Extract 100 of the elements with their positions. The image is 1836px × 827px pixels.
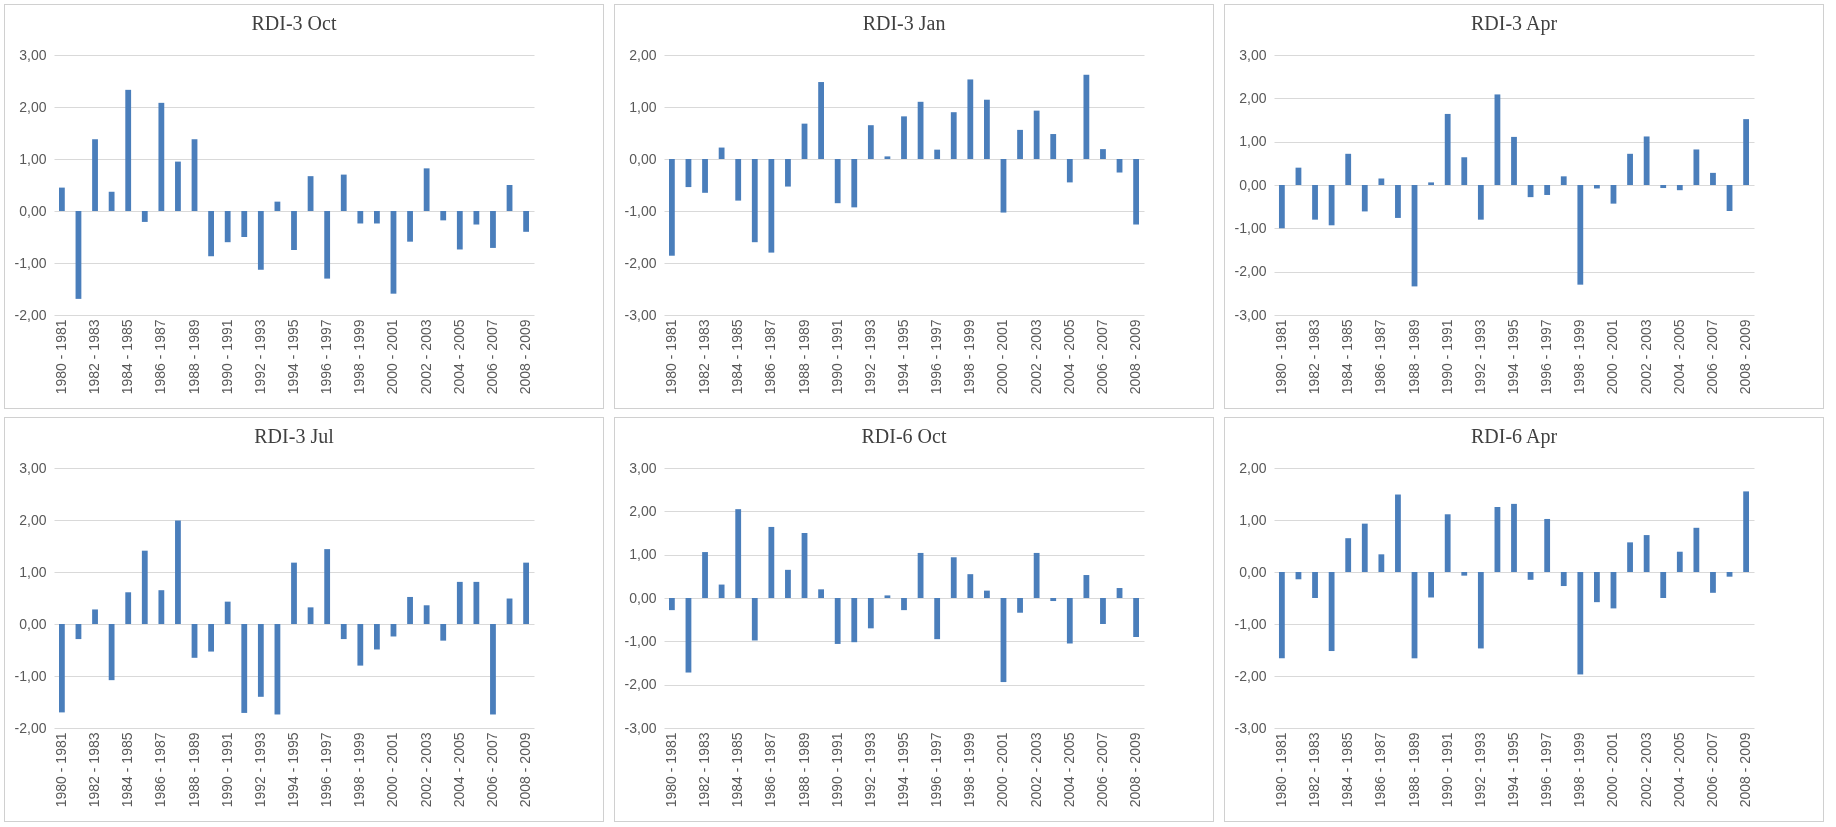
y-tick-label: -1,00 bbox=[1234, 219, 1267, 236]
x-tick-label: 1992 - 1993 bbox=[861, 732, 878, 808]
bar bbox=[851, 159, 858, 208]
x-tick-label: 1990 - 1991 bbox=[218, 732, 235, 808]
x-tick-label: 1986 - 1987 bbox=[152, 732, 169, 808]
bar bbox=[1594, 185, 1600, 189]
bar bbox=[984, 99, 990, 159]
x-tick-label: 1984 - 1985 bbox=[1339, 319, 1356, 395]
y-tick-label: -2,00 bbox=[14, 306, 47, 323]
x-tick-label: 2004 - 2005 bbox=[450, 732, 467, 808]
bar bbox=[1050, 134, 1057, 159]
bar bbox=[1083, 74, 1090, 159]
bar bbox=[141, 211, 148, 222]
bar bbox=[984, 590, 990, 598]
y-tick-label: 2,00 bbox=[629, 46, 657, 63]
y-tick-label: -3,00 bbox=[1234, 719, 1267, 736]
bar bbox=[1693, 149, 1700, 185]
bar bbox=[867, 125, 874, 159]
x-tick-label: 1996 - 1997 bbox=[928, 319, 945, 395]
bar bbox=[473, 581, 480, 624]
x-tick-label: 2006 - 2007 bbox=[1703, 319, 1720, 395]
y-tick-label: -2,00 bbox=[624, 254, 657, 271]
y-tick-label: 2,00 bbox=[19, 511, 47, 528]
bar bbox=[1660, 572, 1667, 598]
x-tick-label: 1990 - 1991 bbox=[1438, 319, 1455, 395]
x-tick-label: 1980 - 1981 bbox=[1272, 319, 1289, 395]
bar bbox=[1577, 572, 1584, 675]
x-tick-label: 1992 - 1993 bbox=[861, 319, 878, 395]
y-tick-label: -1,00 bbox=[624, 202, 657, 219]
bar bbox=[785, 569, 791, 598]
x-tick-label: 1984 - 1985 bbox=[119, 732, 136, 808]
bar bbox=[1378, 554, 1385, 572]
y-tick-label: 1,00 bbox=[629, 98, 657, 115]
bar bbox=[374, 211, 380, 224]
bar bbox=[751, 598, 758, 641]
bar bbox=[1643, 136, 1650, 185]
x-tick-label: 2000 - 2001 bbox=[1604, 732, 1621, 808]
bar bbox=[1676, 185, 1683, 191]
x-tick-label: 2002 - 2003 bbox=[417, 319, 434, 395]
bar bbox=[1395, 494, 1401, 572]
bar bbox=[735, 509, 742, 598]
y-tick-label: -2,00 bbox=[1234, 667, 1267, 684]
x-tick-label: 1980 - 1981 bbox=[52, 319, 69, 395]
x-tick-label: 2002 - 2003 bbox=[1027, 319, 1044, 395]
bar bbox=[967, 574, 974, 598]
bar bbox=[1461, 157, 1468, 185]
bar bbox=[1312, 185, 1318, 220]
x-tick-label: 1986 - 1987 bbox=[1372, 732, 1389, 808]
bar bbox=[934, 598, 941, 640]
bar bbox=[340, 624, 347, 640]
x-tick-label: 2000 - 2001 bbox=[994, 732, 1011, 808]
bar bbox=[1116, 159, 1123, 173]
y-tick-label: 2,00 bbox=[19, 98, 47, 115]
bar bbox=[423, 605, 430, 624]
chart-title: RDI-6 Oct bbox=[861, 425, 947, 447]
x-tick-label: 2008 - 2009 bbox=[1737, 732, 1754, 808]
bar bbox=[374, 624, 380, 650]
chart-title: RDI-6 Apr bbox=[1470, 425, 1558, 448]
bar bbox=[257, 211, 264, 270]
x-tick-label: 1986 - 1987 bbox=[762, 732, 779, 808]
x-tick-label: 1998 - 1999 bbox=[351, 319, 368, 395]
bar bbox=[1577, 185, 1584, 285]
chart-title: RDI-3 Oct bbox=[251, 12, 337, 34]
x-tick-label: 2008 - 2009 bbox=[1737, 319, 1754, 395]
bar bbox=[735, 159, 742, 201]
x-tick-label: 1998 - 1999 bbox=[961, 319, 978, 395]
bar bbox=[1560, 176, 1567, 185]
bar bbox=[1312, 572, 1318, 598]
bar bbox=[440, 624, 447, 641]
x-tick-label: 1996 - 1997 bbox=[1538, 732, 1555, 808]
x-tick-label: 2006 - 2007 bbox=[483, 319, 500, 395]
bar bbox=[751, 159, 758, 243]
bar bbox=[901, 116, 907, 159]
bar bbox=[141, 550, 148, 624]
bar bbox=[1710, 572, 1716, 593]
bar bbox=[867, 598, 874, 629]
bar bbox=[456, 211, 463, 250]
x-tick-label: 1992 - 1993 bbox=[1471, 732, 1488, 808]
x-tick-label: 1982 - 1983 bbox=[1306, 319, 1323, 395]
bar bbox=[473, 211, 480, 225]
x-tick-label: 1986 - 1987 bbox=[1372, 319, 1389, 395]
x-tick-label: 1988 - 1989 bbox=[185, 732, 202, 808]
y-tick-label: 1,00 bbox=[629, 546, 657, 563]
x-tick-label: 1994 - 1995 bbox=[1505, 732, 1521, 808]
x-tick-label: 2008 - 2009 bbox=[1127, 319, 1144, 395]
x-tick-label: 2002 - 2003 bbox=[1637, 732, 1654, 808]
bar bbox=[523, 211, 530, 232]
bar bbox=[257, 624, 264, 697]
bar bbox=[1660, 185, 1667, 189]
x-tick-label: 1998 - 1999 bbox=[1571, 319, 1588, 395]
x-tick-label: 2002 - 2003 bbox=[1637, 319, 1654, 395]
bar bbox=[456, 581, 463, 624]
bar bbox=[158, 102, 165, 211]
x-tick-label: 1982 - 1983 bbox=[86, 732, 103, 808]
bar bbox=[1693, 527, 1700, 572]
bar bbox=[58, 187, 65, 211]
bar bbox=[1395, 185, 1401, 218]
bar bbox=[1511, 503, 1517, 572]
y-tick-label: 0,00 bbox=[1239, 563, 1267, 580]
x-tick-label: 1996 - 1997 bbox=[928, 732, 945, 808]
